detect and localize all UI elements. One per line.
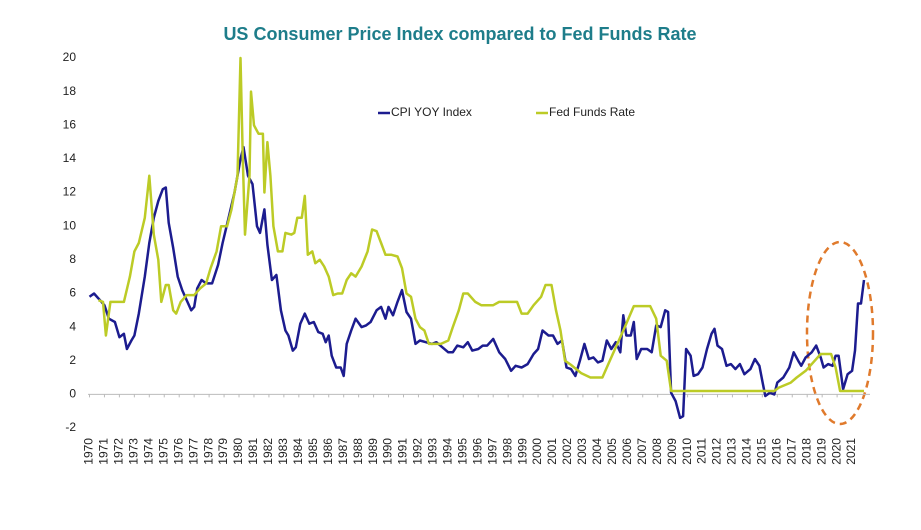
x-tick-label: 2012 bbox=[710, 438, 724, 465]
x-tick-label: 2010 bbox=[680, 438, 694, 465]
x-tick-label: 1997 bbox=[485, 438, 499, 465]
x-tick-label: 1999 bbox=[515, 438, 529, 465]
x-tick-label: 2014 bbox=[740, 438, 754, 465]
x-tick-label: 1990 bbox=[381, 438, 395, 465]
x-tick-label: 2004 bbox=[590, 438, 604, 465]
y-tick-label: 0 bbox=[69, 387, 76, 401]
x-tick-label: 2000 bbox=[530, 438, 544, 465]
x-tick-label: 1974 bbox=[141, 438, 155, 465]
x-tick-label: 2009 bbox=[665, 438, 679, 465]
x-tick-label: 2021 bbox=[844, 438, 858, 465]
x-tick-label: 2008 bbox=[650, 438, 664, 465]
y-tick-label: 2 bbox=[69, 353, 76, 367]
x-tick-label: 1973 bbox=[127, 438, 141, 465]
x-tick-label: 1993 bbox=[426, 438, 440, 465]
x-tick-label: 1977 bbox=[186, 438, 200, 465]
y-tick-label: -2 bbox=[65, 420, 76, 434]
legend-label: Fed Funds Rate bbox=[549, 105, 635, 119]
x-tick-label: 2020 bbox=[829, 438, 843, 465]
x-tick-label: 1979 bbox=[216, 438, 230, 465]
x-tick-label: 2019 bbox=[814, 438, 828, 465]
y-tick-label: 4 bbox=[69, 319, 76, 333]
y-tick-label: 20 bbox=[63, 50, 77, 64]
x-tick-label: 1992 bbox=[411, 438, 425, 465]
x-tick-label: 2002 bbox=[560, 438, 574, 465]
x-tick-label: 2003 bbox=[575, 438, 589, 465]
x-tick-label: 1987 bbox=[336, 438, 350, 465]
y-tick-label: 16 bbox=[63, 117, 77, 131]
x-tick-label: 1984 bbox=[291, 438, 305, 465]
x-tick-label: 1975 bbox=[156, 438, 170, 465]
x-tick-label: 1998 bbox=[500, 438, 514, 465]
x-tick-label: 1971 bbox=[97, 438, 111, 465]
x-tick-label: 2006 bbox=[620, 438, 634, 465]
x-tick-label: 2001 bbox=[545, 438, 559, 465]
y-tick-label: 10 bbox=[63, 218, 77, 232]
x-tick-label: 2018 bbox=[799, 438, 813, 465]
x-tick-label: 1996 bbox=[470, 438, 484, 465]
x-tick-label: 1976 bbox=[171, 438, 185, 465]
chart-title: US Consumer Price Index compared to Fed … bbox=[223, 24, 696, 44]
y-tick-label: 8 bbox=[69, 252, 76, 266]
x-tick-label: 1982 bbox=[261, 438, 275, 465]
x-tick-label: 1972 bbox=[112, 438, 126, 465]
legend-label: CPI YOY Index bbox=[391, 105, 472, 119]
series-line bbox=[88, 145, 866, 420]
x-tick-label: 1981 bbox=[246, 438, 260, 465]
y-tick-label: 6 bbox=[69, 286, 76, 300]
x-tick-label: 2005 bbox=[605, 438, 619, 465]
x-tick-label: 2007 bbox=[635, 438, 649, 465]
series-line bbox=[98, 56, 864, 393]
x-tick-label: 1970 bbox=[82, 438, 96, 465]
x-tick-label: 2013 bbox=[725, 438, 739, 465]
x-tick-label: 1989 bbox=[366, 438, 380, 465]
y-tick-label: 14 bbox=[63, 151, 77, 165]
x-tick-label: 1978 bbox=[201, 438, 215, 465]
x-tick-label: 1994 bbox=[441, 438, 455, 465]
x-tick-label: 1986 bbox=[321, 438, 335, 465]
x-tick-label: 2017 bbox=[784, 438, 798, 465]
y-tick-label: 12 bbox=[63, 185, 77, 199]
highlight-ellipse bbox=[805, 240, 875, 426]
x-tick-label: 1988 bbox=[351, 438, 365, 465]
x-tick-label: 1995 bbox=[455, 438, 469, 465]
x-tick-label: 1991 bbox=[396, 438, 410, 465]
x-tick-label: 2011 bbox=[695, 438, 709, 464]
x-tick-label: 1983 bbox=[276, 438, 290, 465]
x-tick-label: 2015 bbox=[755, 438, 769, 465]
x-tick-label: 2016 bbox=[769, 438, 783, 465]
x-tick-label: 1985 bbox=[306, 438, 320, 465]
x-tick-label: 1980 bbox=[231, 438, 245, 465]
y-tick-label: 18 bbox=[63, 84, 77, 98]
